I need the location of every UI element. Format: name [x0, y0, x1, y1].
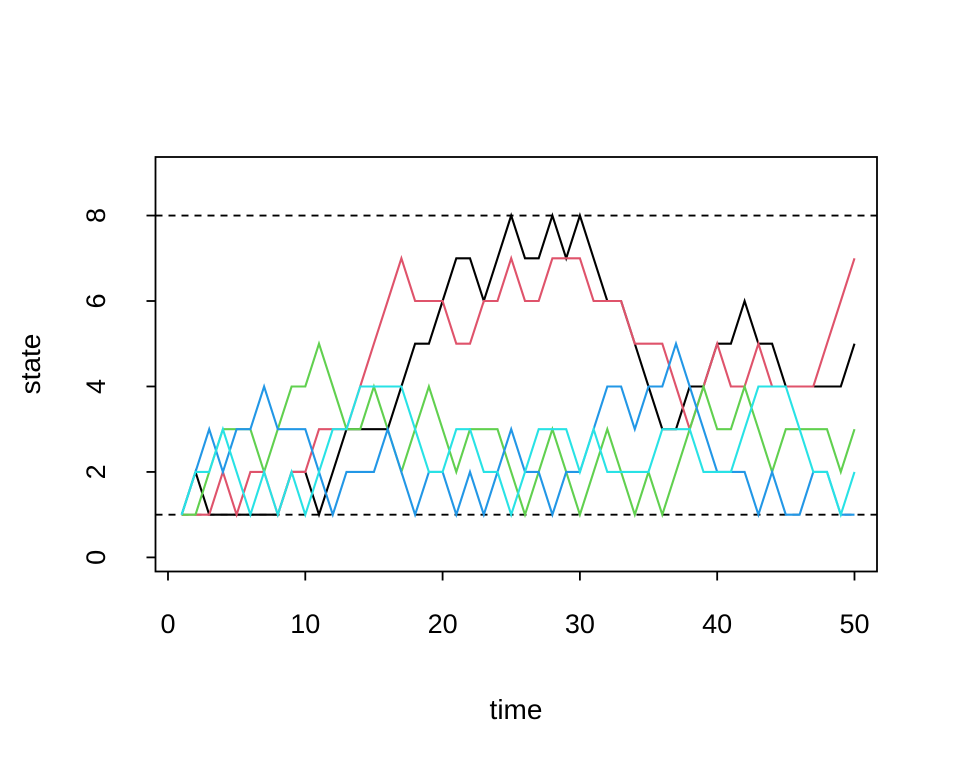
series-line-chain-2: [181, 254, 856, 519]
x-tick-label: 10: [290, 609, 320, 639]
x-tick-label: 50: [839, 609, 869, 639]
y-tick-label: 6: [81, 293, 111, 308]
series-line-chain-5: [180, 385, 856, 519]
y-tick-label: 2: [81, 464, 111, 479]
x-axis-title: time: [490, 694, 543, 725]
plot-border: [154, 156, 878, 573]
y-tick-label: 4: [81, 379, 111, 394]
series-line-chain-1: [180, 212, 856, 519]
y-tick-label: 8: [81, 208, 111, 223]
x-tick-label: 0: [160, 609, 175, 639]
series-line-chain-4: [180, 340, 855, 519]
y-axis-title: state: [15, 334, 46, 395]
x-tick-label: 20: [428, 609, 458, 639]
x-tick-label: 40: [702, 609, 732, 639]
plot-area: 0 10 20 30 40 50 0 2 4 6 8: [81, 156, 878, 639]
y-tick-label: 0: [81, 550, 111, 565]
x-tick-label: 30: [565, 609, 595, 639]
